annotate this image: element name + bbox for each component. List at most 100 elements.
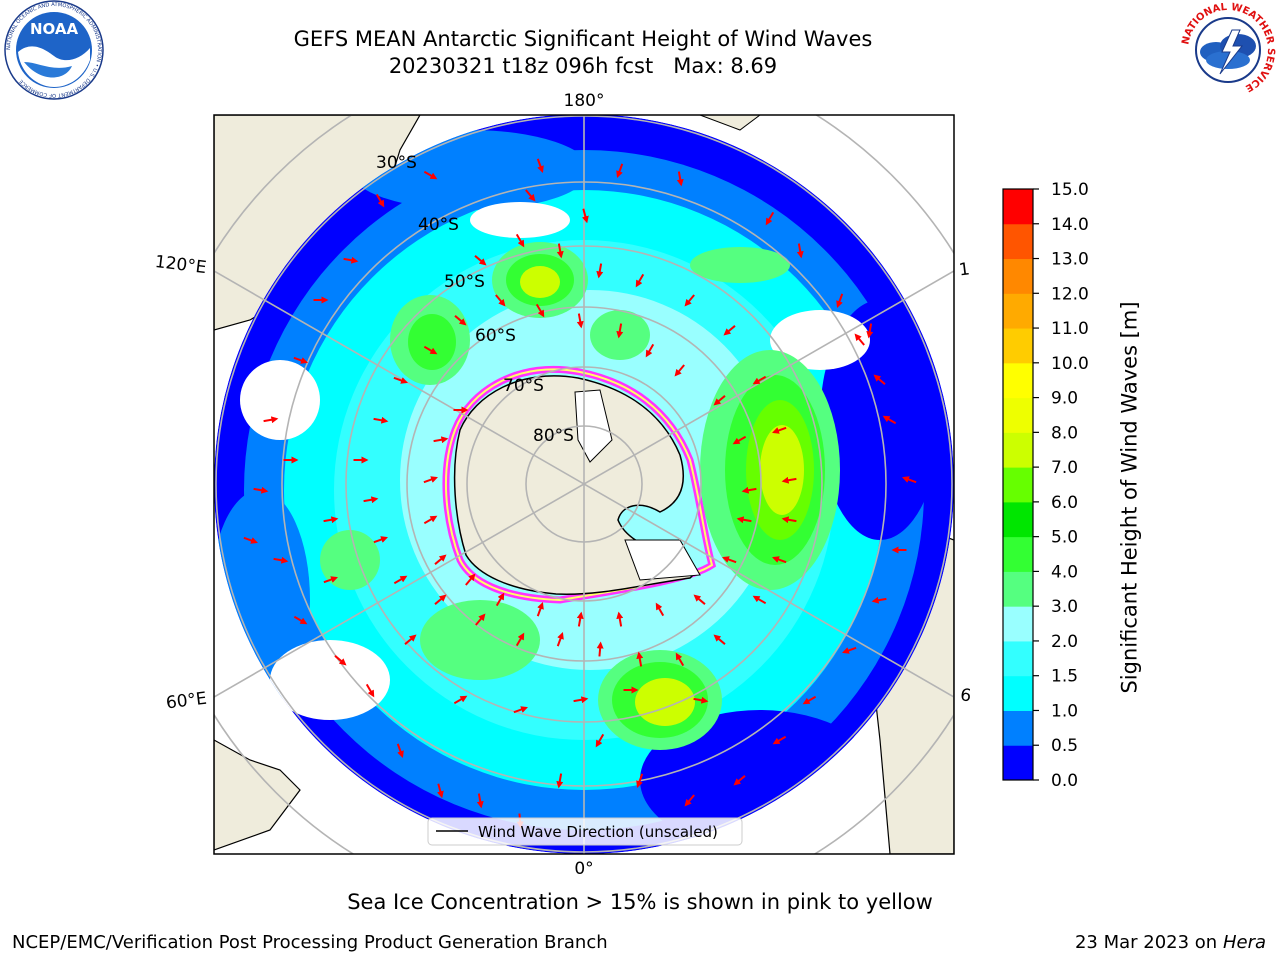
wind-wave-arrow (676, 171, 684, 187)
colorbar-ticks: 0.0 0.5 1.0 1.5 2.0 3.0 4.0 5.0 6.0 7.0 8.0 9.0 10.0… (1033, 180, 1089, 791)
colorbar-block (1003, 328, 1033, 364)
wind-wave-arrow (495, 294, 506, 307)
wind-wave-arrow (343, 256, 359, 264)
colorbar-block (1003, 293, 1033, 329)
wind-wave-arrow (733, 775, 746, 786)
wind-wave-arrow (437, 783, 444, 799)
wind-wave-arrow (434, 554, 447, 565)
colorbar-block (1003, 571, 1033, 607)
meridian-60E-120W (214, 270, 954, 698)
wind-wave-arrow (396, 743, 404, 758)
lon-label-120W: 120° (958, 256, 970, 281)
wind-wave-arrow (263, 416, 279, 424)
wind-wave-arrow (393, 376, 408, 384)
lon-label-60E: 60°E (165, 689, 208, 714)
wind-wave-arrow (393, 575, 408, 585)
credit-host: Hera (1222, 932, 1266, 953)
wind-wave-arrow (684, 794, 695, 807)
colorbar-tick-label: 11.0 (1051, 319, 1089, 339)
wind-wave-arrow (732, 435, 747, 445)
wind-wave-arrow (616, 163, 624, 178)
credit-date: 23 Mar 2023 (1074, 932, 1190, 953)
colorbar-label: Significant Height of Wind Waves [m] (1117, 301, 1142, 694)
wind-wave-arrow (741, 486, 757, 494)
wind-wave-arrow (882, 415, 897, 425)
wind-wave-arrow (556, 773, 564, 789)
wind-wave-arrow (454, 315, 467, 326)
wind-wave-arrow (365, 683, 375, 698)
colorbar-tick-label: 15.0 (1051, 180, 1089, 200)
polar-map: Wind Wave Direction (unscaled) 180° 0° 1… (154, 91, 970, 879)
wind-wave-arrow (635, 273, 645, 288)
colorbar-block (1003, 432, 1033, 468)
wind-wave-arrow (423, 515, 438, 525)
credit-on: on (1194, 932, 1218, 953)
wind-wave-arrow (871, 596, 887, 604)
wind-wave-arrow (323, 516, 339, 524)
wind-wave-arrow (752, 375, 767, 385)
wind-wave-arrow (781, 476, 797, 484)
wind-wave-arrow (836, 293, 844, 308)
colorbar-tick-label: 4.0 (1051, 562, 1078, 582)
colorbar-block (1003, 467, 1033, 503)
wind-wave-arrow (363, 496, 379, 504)
wind-wave-arrow (772, 735, 787, 745)
wind-wave-arrow (576, 313, 584, 329)
wind-wave-arrow (536, 602, 544, 617)
colorbar-tick-label: 10.0 (1051, 354, 1089, 374)
wind-wave-arrow (433, 436, 449, 444)
wind-wave-arrow (556, 243, 564, 259)
wind-wave-arrow (525, 189, 536, 202)
map-frame (213, 114, 955, 855)
wind-wave-arrow (693, 594, 706, 605)
wind-wave-arrows (243, 158, 917, 829)
wind-wave-arrow (873, 374, 886, 385)
wind-wave-arrow (556, 632, 564, 647)
lat-label-70S: 70°S (503, 376, 544, 396)
colorbar-tick-label: 2.0 (1051, 632, 1078, 652)
sea-ice-note: Sea Ice Concentration > 15% is shown in … (347, 890, 933, 914)
wind-wave-arrow (536, 158, 544, 173)
chart-subtitle: 20230321 t18z 096h fcst Max: 8.69 (388, 54, 778, 78)
wind-wave-arrow (576, 611, 584, 627)
lat-label-40S: 40°S (418, 215, 459, 235)
noaa-logo: NOAA NATIONAL OCEANIC AND ATMOSPHERIC AD… (4, 0, 104, 100)
wind-wave-arrow (796, 243, 804, 259)
lon-label-0: 0° (574, 859, 593, 879)
map-legend: Wind Wave Direction (unscaled) (427, 817, 743, 846)
colorbar: 0.0 0.5 1.0 1.5 2.0 3.0 4.0 5.0 6.0 7.0 8.0 9.0 10.0… (1002, 180, 1089, 791)
wind-wave-arrow (722, 556, 737, 564)
wind-wave-arrow (515, 632, 525, 647)
wind-wave-arrow (684, 294, 695, 307)
chart-title: GEFS MEAN Antarctic Significant Height o… (293, 27, 873, 51)
colorbar-block (1003, 189, 1033, 225)
lon-label-180: 180° (564, 91, 605, 111)
colorbar-tick-label: 6.0 (1051, 493, 1078, 513)
colorbar-tick-label: 5.0 (1051, 528, 1078, 548)
wind-wave-arrow (713, 395, 726, 406)
wind-wave-arrow (616, 323, 624, 339)
colorbar-tick-label: 0.0 (1051, 771, 1078, 791)
colorbar-tick-label: 8.0 (1051, 423, 1078, 443)
wind-wave-arrow (595, 733, 605, 748)
wind-wave-arrow (582, 208, 589, 224)
wind-wave-arrow (713, 634, 726, 645)
wind-wave-arrow (636, 651, 644, 667)
colorbar-tick-label: 13.0 (1051, 250, 1089, 270)
wind-wave-arrow (772, 556, 787, 564)
colorbar-block (1003, 536, 1033, 572)
wind-wave-arrow (495, 592, 505, 607)
wind-wave-arrow (616, 611, 624, 627)
wind-wave-arrow (736, 516, 752, 524)
wind-wave-arrow (434, 594, 447, 605)
wind-wave-arrow (453, 695, 468, 705)
colorbar-outline (1002, 188, 1034, 781)
wind-wave-arrow (535, 303, 545, 318)
wind-wave-arrow (693, 696, 709, 704)
wind-wave-arrow (596, 263, 604, 279)
wind-wave-arrow (423, 170, 438, 180)
nws-logo: NATIONAL WEATHER SERVICE (1180, 2, 1276, 97)
legend-label: Wind Wave Direction (unscaled) (478, 823, 718, 841)
colorbar-tick-label: 14.0 (1051, 215, 1089, 235)
wind-wave-arrow (636, 773, 644, 788)
